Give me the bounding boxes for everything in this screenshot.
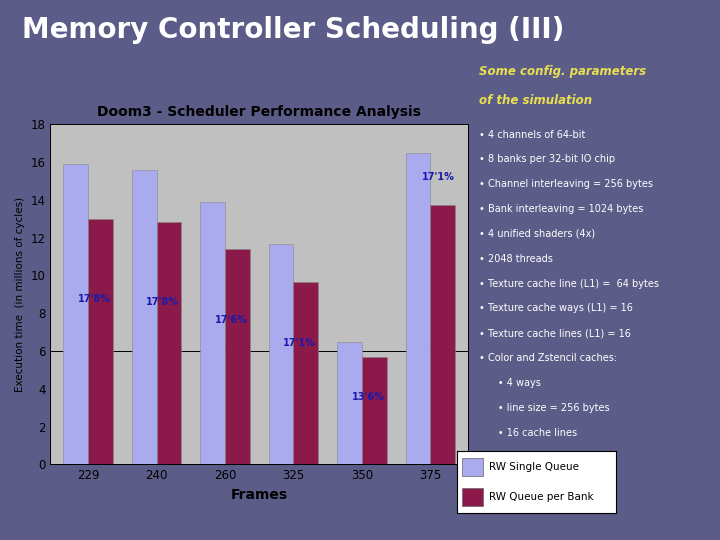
Text: Memory Controller Scheduling (III): Memory Controller Scheduling (III): [22, 16, 564, 44]
Text: • 4 channels of 64-bit: • 4 channels of 64-bit: [479, 130, 585, 140]
Y-axis label: Execution time  (in millions of cycles): Execution time (in millions of cycles): [15, 197, 25, 392]
Text: • 16 cache lines: • 16 cache lines: [479, 428, 577, 438]
Bar: [462, 488, 482, 505]
Text: • Color and Zstencil caches:: • Color and Zstencil caches:: [479, 353, 617, 363]
Text: 17'8%: 17'8%: [146, 297, 179, 307]
Bar: [405, 152, 431, 464]
Bar: [225, 249, 250, 464]
Text: • 4 ways: • 4 ways: [479, 378, 541, 388]
Text: • Bank interleaving = 1024 bytes: • Bank interleaving = 1024 bytes: [479, 204, 643, 214]
X-axis label: Frames: Frames: [230, 488, 288, 502]
Bar: [200, 201, 225, 464]
Bar: [294, 282, 318, 464]
Bar: [462, 458, 482, 476]
Text: 17'1%: 17'1%: [421, 172, 454, 183]
Text: • 8 banks per 32-bit IO chip: • 8 banks per 32-bit IO chip: [479, 154, 615, 165]
Bar: [88, 219, 113, 464]
Text: 17'1%: 17'1%: [283, 338, 316, 348]
Text: • Channel interleaving = 256 bytes: • Channel interleaving = 256 bytes: [479, 179, 653, 190]
Bar: [362, 357, 387, 464]
Bar: [63, 164, 88, 464]
Text: 13'6%: 13'6%: [351, 392, 384, 402]
Text: RW Single Queue: RW Single Queue: [489, 462, 579, 472]
Text: 17'8%: 17'8%: [78, 294, 111, 304]
Text: • Texture cache ways (L1) = 16: • Texture cache ways (L1) = 16: [479, 303, 633, 314]
Bar: [337, 342, 362, 464]
Bar: [269, 244, 294, 464]
Text: • Texture cache line (L1) =  64 bytes: • Texture cache line (L1) = 64 bytes: [479, 279, 659, 289]
Text: Some config. parameters: Some config. parameters: [479, 65, 646, 78]
Text: 17'6%: 17'6%: [215, 315, 248, 325]
Bar: [132, 170, 156, 464]
Bar: [156, 222, 181, 464]
Bar: [431, 206, 455, 464]
Text: • 2048 threads: • 2048 threads: [479, 254, 553, 264]
Text: RW Queue per Bank: RW Queue per Bank: [489, 492, 593, 502]
Title: Doom3 - Scheduler Performance Analysis: Doom3 - Scheduler Performance Analysis: [97, 105, 421, 119]
Text: • Texture cache lines (L1) = 16: • Texture cache lines (L1) = 16: [479, 328, 631, 339]
Text: • 4 unified shaders (4x): • 4 unified shaders (4x): [479, 229, 595, 239]
Text: of the simulation: of the simulation: [479, 94, 592, 107]
Text: • line size = 256 bytes: • line size = 256 bytes: [479, 403, 609, 413]
